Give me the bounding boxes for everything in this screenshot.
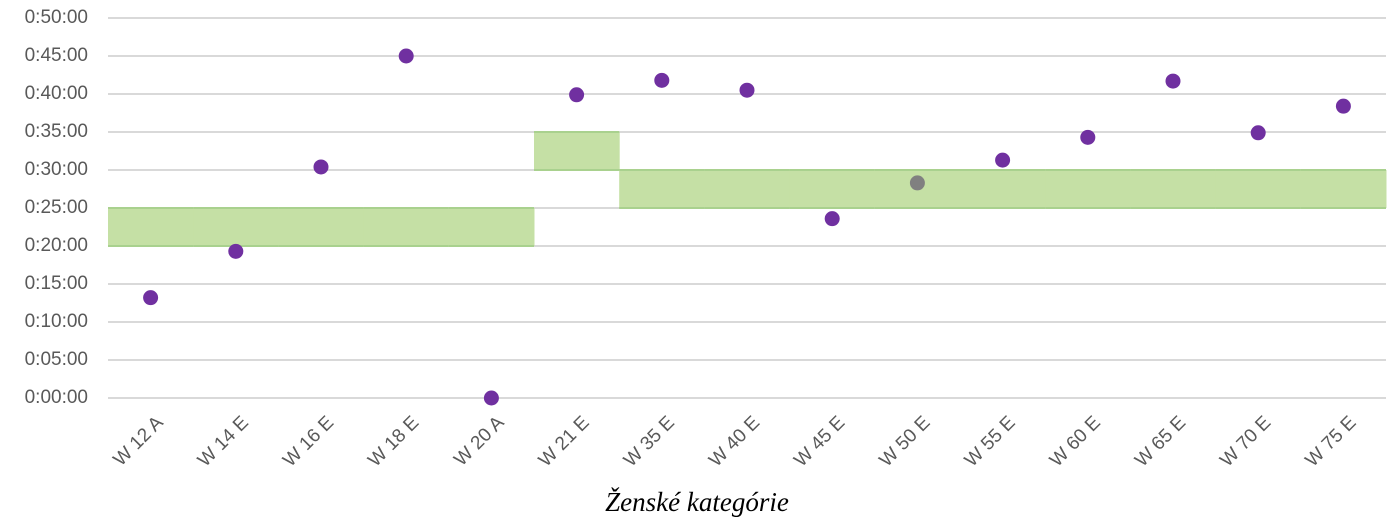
x-tick-label: W 16 E (279, 412, 338, 471)
point (143, 290, 159, 306)
target-band (1215, 170, 1302, 208)
x-tick-label: W 55 E (961, 412, 1020, 471)
target-band (1300, 170, 1387, 208)
y-tick-label: 0:20:00 (25, 235, 88, 256)
y-tick-label: 0:00:00 (25, 387, 88, 408)
y-tick-label: 0:10:00 (25, 311, 88, 332)
point (569, 87, 585, 103)
point (739, 82, 755, 98)
target-band (704, 170, 791, 208)
point (228, 243, 244, 259)
target-band (1045, 170, 1131, 208)
y-tick-label: 0:45:00 (25, 45, 88, 66)
target-band (534, 132, 620, 170)
x-tick-label: W 65 E (1131, 412, 1190, 471)
x-axis-title: Ženské kategórie (605, 487, 789, 517)
target-band (193, 208, 279, 246)
point (824, 211, 840, 227)
x-tick-label: W 12 A (110, 412, 168, 470)
point (1165, 73, 1181, 89)
target-band (619, 170, 705, 208)
y-tick-label: 0:35:00 (25, 121, 88, 142)
target-band (108, 208, 194, 246)
point (654, 72, 670, 88)
target-band (1130, 170, 1217, 208)
point (1080, 129, 1096, 145)
point (995, 152, 1011, 168)
y-tick-label: 0:25:00 (25, 197, 88, 218)
target-band (278, 208, 365, 246)
x-tick-label: W 20 A (450, 412, 508, 470)
y-tick-label: 0:40:00 (25, 83, 88, 104)
point (313, 159, 329, 175)
target-band (448, 208, 535, 246)
point (483, 390, 499, 406)
x-tick-label: W 18 E (364, 412, 423, 471)
point (1335, 98, 1351, 114)
y-tick-label: 0:05:00 (25, 349, 88, 370)
x-tick-label: W 14 E (194, 412, 253, 471)
x-tick-label: W 40 E (705, 412, 764, 471)
x-tick-label: W 70 E (1216, 412, 1275, 471)
y-tick-label: 0:15:00 (25, 273, 88, 294)
point (1250, 125, 1266, 141)
x-tick-label: W 45 E (790, 412, 849, 471)
x-tick-label: W 60 E (1046, 412, 1105, 471)
x-tick-label: W 75 E (1302, 412, 1361, 471)
point (398, 48, 414, 64)
y-tick-label: 0:50:00 (25, 7, 88, 28)
target-band (789, 170, 876, 208)
point (909, 175, 925, 191)
y-tick-label: 0:30:00 (25, 159, 88, 180)
target-band (363, 208, 450, 246)
x-tick-label: W 35 E (620, 412, 679, 471)
x-tick-label: W 50 E (876, 412, 935, 471)
target-band (960, 170, 1046, 208)
x-tick-label: W 21 E (535, 412, 594, 471)
